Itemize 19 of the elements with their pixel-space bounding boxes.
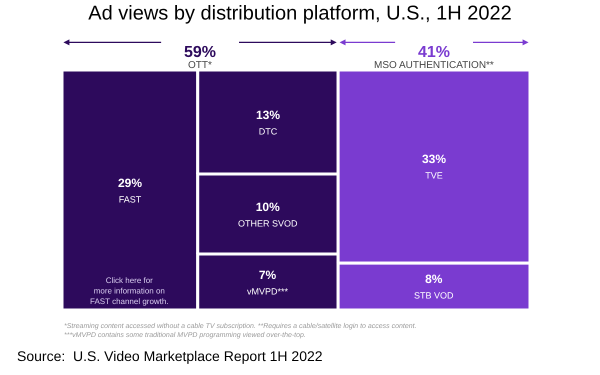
data-label: 7% xyxy=(258,268,277,282)
category-label: OTHER SVOD xyxy=(238,218,298,229)
category-label: vMVPD*** xyxy=(247,286,289,297)
text: 41% xyxy=(418,44,450,61)
category-label: TVE xyxy=(425,170,443,181)
category-label: DTC xyxy=(258,126,278,137)
data-label: 33% xyxy=(422,152,446,166)
data-label: 8% xyxy=(425,272,443,286)
text: Ad views by distribution platform, U.S., 1H 2022 xyxy=(88,2,512,25)
text: 59% xyxy=(184,44,216,61)
text: Click here for more information on FAST channel growth. xyxy=(90,276,169,306)
category-label: FAST xyxy=(118,194,142,205)
series-label: MSO AUTHENTICATION** xyxy=(374,60,494,71)
data-label: 29% xyxy=(118,176,142,190)
series-label: OTT* xyxy=(188,60,212,71)
category-label: STB VOD xyxy=(414,290,454,301)
data-label: 10% xyxy=(256,200,280,214)
data-label: 13% xyxy=(256,108,280,122)
source-note: Source: U.S. Video Marketplace Report 1H 2022 xyxy=(17,348,323,364)
